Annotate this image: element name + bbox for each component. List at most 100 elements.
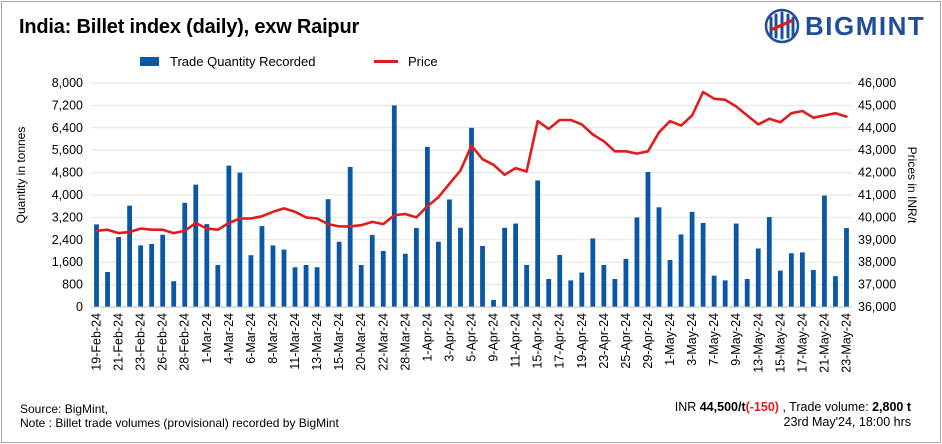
- x-tick-label: 7-May-24: [707, 313, 721, 366]
- quantity-bar: [513, 223, 519, 307]
- quantity-bar: [557, 254, 563, 307]
- x-tick-label: 23-May-24: [839, 313, 853, 373]
- quantity-bar: [744, 279, 750, 307]
- quantity-bar: [204, 224, 210, 307]
- x-tick-label: 1-Apr-24: [420, 313, 434, 362]
- timestamp: 23rd May'24, 18:00 hrs: [783, 415, 911, 429]
- quantity-bar: [612, 279, 618, 307]
- quantity-bar: [590, 238, 596, 307]
- quantity-bar: [755, 248, 761, 307]
- x-tick-label: 26-Feb-24: [156, 313, 170, 371]
- x-tick-label: 21-May-24: [817, 313, 831, 373]
- quantity-bar: [458, 227, 463, 307]
- quantity-bar: [722, 280, 728, 307]
- y-tick-label-left: 2,400: [52, 233, 83, 247]
- quantity-bar: [844, 228, 849, 307]
- y-tick-label-left: 3,200: [52, 210, 83, 224]
- quantity-bar: [259, 226, 265, 307]
- y-tick-label-left: 5,600: [52, 143, 83, 157]
- x-tick-label: 8-Mar-24: [266, 313, 280, 364]
- quantity-bar: [601, 265, 607, 307]
- quantity-bar: [634, 217, 640, 307]
- y-tick-label-right: 39,000: [858, 233, 896, 247]
- quantity-bar: [678, 234, 684, 307]
- quantity-bar: [94, 224, 99, 307]
- quantity-bar: [105, 272, 110, 307]
- quantity-bar: [127, 205, 133, 307]
- quantity-bar: [667, 259, 673, 307]
- y-tick-label-left: 4,800: [52, 166, 83, 180]
- quantity-bar: [689, 211, 695, 307]
- quantity-bar: [160, 234, 166, 307]
- quantity-bar: [436, 241, 441, 307]
- brand-name: BIGMINT: [805, 10, 926, 41]
- quantity-bar: [700, 223, 706, 307]
- legend-bar-swatch: [140, 57, 159, 66]
- quantity-bar: [358, 265, 364, 307]
- price-summary: INR 44,500/t(-150) , Trade volume: 2,800…: [675, 400, 911, 430]
- x-tick-label: 13-Mar-24: [310, 313, 324, 371]
- price-value: 44,500/t: [699, 400, 746, 414]
- quantity-bar: [424, 146, 430, 307]
- quantity-bar: [314, 267, 320, 307]
- quantity-bar: [369, 235, 375, 307]
- note-text: Note : Billet trade volumes (provisional…: [20, 416, 339, 430]
- x-tick-label: 22-Mar-24: [376, 313, 390, 371]
- x-tick-label: 19-Apr-24: [575, 313, 589, 369]
- y-tick-label-right: 40,000: [858, 210, 896, 224]
- quantity-bar: [822, 195, 827, 307]
- quantity-bar: [788, 253, 794, 307]
- quantity-bar: [138, 245, 144, 307]
- quantity-bar: [413, 228, 419, 307]
- y-tick-label-left: 7,200: [52, 98, 83, 112]
- x-tick-label: 5-Apr-24: [465, 313, 479, 362]
- y-tick-label-left: 6,400: [52, 121, 83, 135]
- quantity-bar: [833, 276, 838, 307]
- quantity-bar: [270, 245, 276, 307]
- x-tick-label: 6-Mar-24: [244, 313, 258, 364]
- x-tick-label: 3-May-24: [685, 313, 699, 366]
- quantity-bar: [733, 223, 739, 307]
- quantity-bar: [579, 272, 585, 307]
- quantity-bar: [292, 267, 298, 307]
- quantity-bar: [281, 249, 287, 307]
- quantity-bar: [524, 265, 530, 307]
- quantity-bar: [347, 167, 353, 307]
- footer-source-block: Source: BigMint, Note : Billet trade vol…: [20, 402, 339, 430]
- x-tick-label: 15-Mar-24: [332, 313, 346, 371]
- y-tick-label-left: 0: [76, 300, 83, 314]
- quantity-bar: [380, 251, 386, 307]
- quantity-bar: [171, 281, 177, 307]
- source-text: Source: BigMint,: [20, 402, 109, 416]
- x-tick-label: 9-Apr-24: [487, 313, 501, 362]
- x-tick-label: 4-Mar-24: [222, 313, 236, 364]
- quantity-bar: [325, 199, 331, 307]
- legend-line-swatch: [374, 60, 398, 63]
- x-tick-label: 28-Feb-24: [178, 313, 192, 371]
- bigmint-globe-icon: [764, 8, 800, 44]
- x-tick-label: 17-May-24: [795, 313, 809, 373]
- quantity-bar: [447, 199, 452, 307]
- x-tick-label: 1-Mar-24: [200, 313, 214, 364]
- legend-item-bars: Trade Quantity Recorded: [140, 54, 315, 69]
- x-tick-label: 25-Apr-24: [619, 313, 633, 369]
- x-tick-label: 19-Feb-24: [90, 313, 104, 371]
- quantity-bar: [502, 227, 507, 307]
- legend-item-line: Price: [374, 54, 438, 69]
- y-tick-label-right: 45,000: [858, 98, 896, 112]
- legend-line-label: Price: [408, 54, 438, 69]
- quantity-bar: [656, 207, 662, 307]
- legend-bar-label: Trade Quantity Recorded: [170, 54, 316, 69]
- y-tick-label-left: 1,600: [52, 255, 83, 269]
- quantity-bar: [480, 245, 485, 307]
- quantity-bar: [248, 255, 254, 307]
- quantity-bar: [116, 237, 121, 307]
- x-tick-label: 17-Apr-24: [553, 313, 567, 369]
- x-tick-label: 28-Mar-24: [398, 313, 412, 371]
- quantity-bar: [469, 127, 474, 307]
- quantity-bar: [645, 172, 651, 307]
- quantity-bar: [193, 184, 199, 307]
- x-tick-label: 29-Apr-24: [641, 313, 655, 369]
- x-tick-label: 23-Feb-24: [134, 313, 148, 371]
